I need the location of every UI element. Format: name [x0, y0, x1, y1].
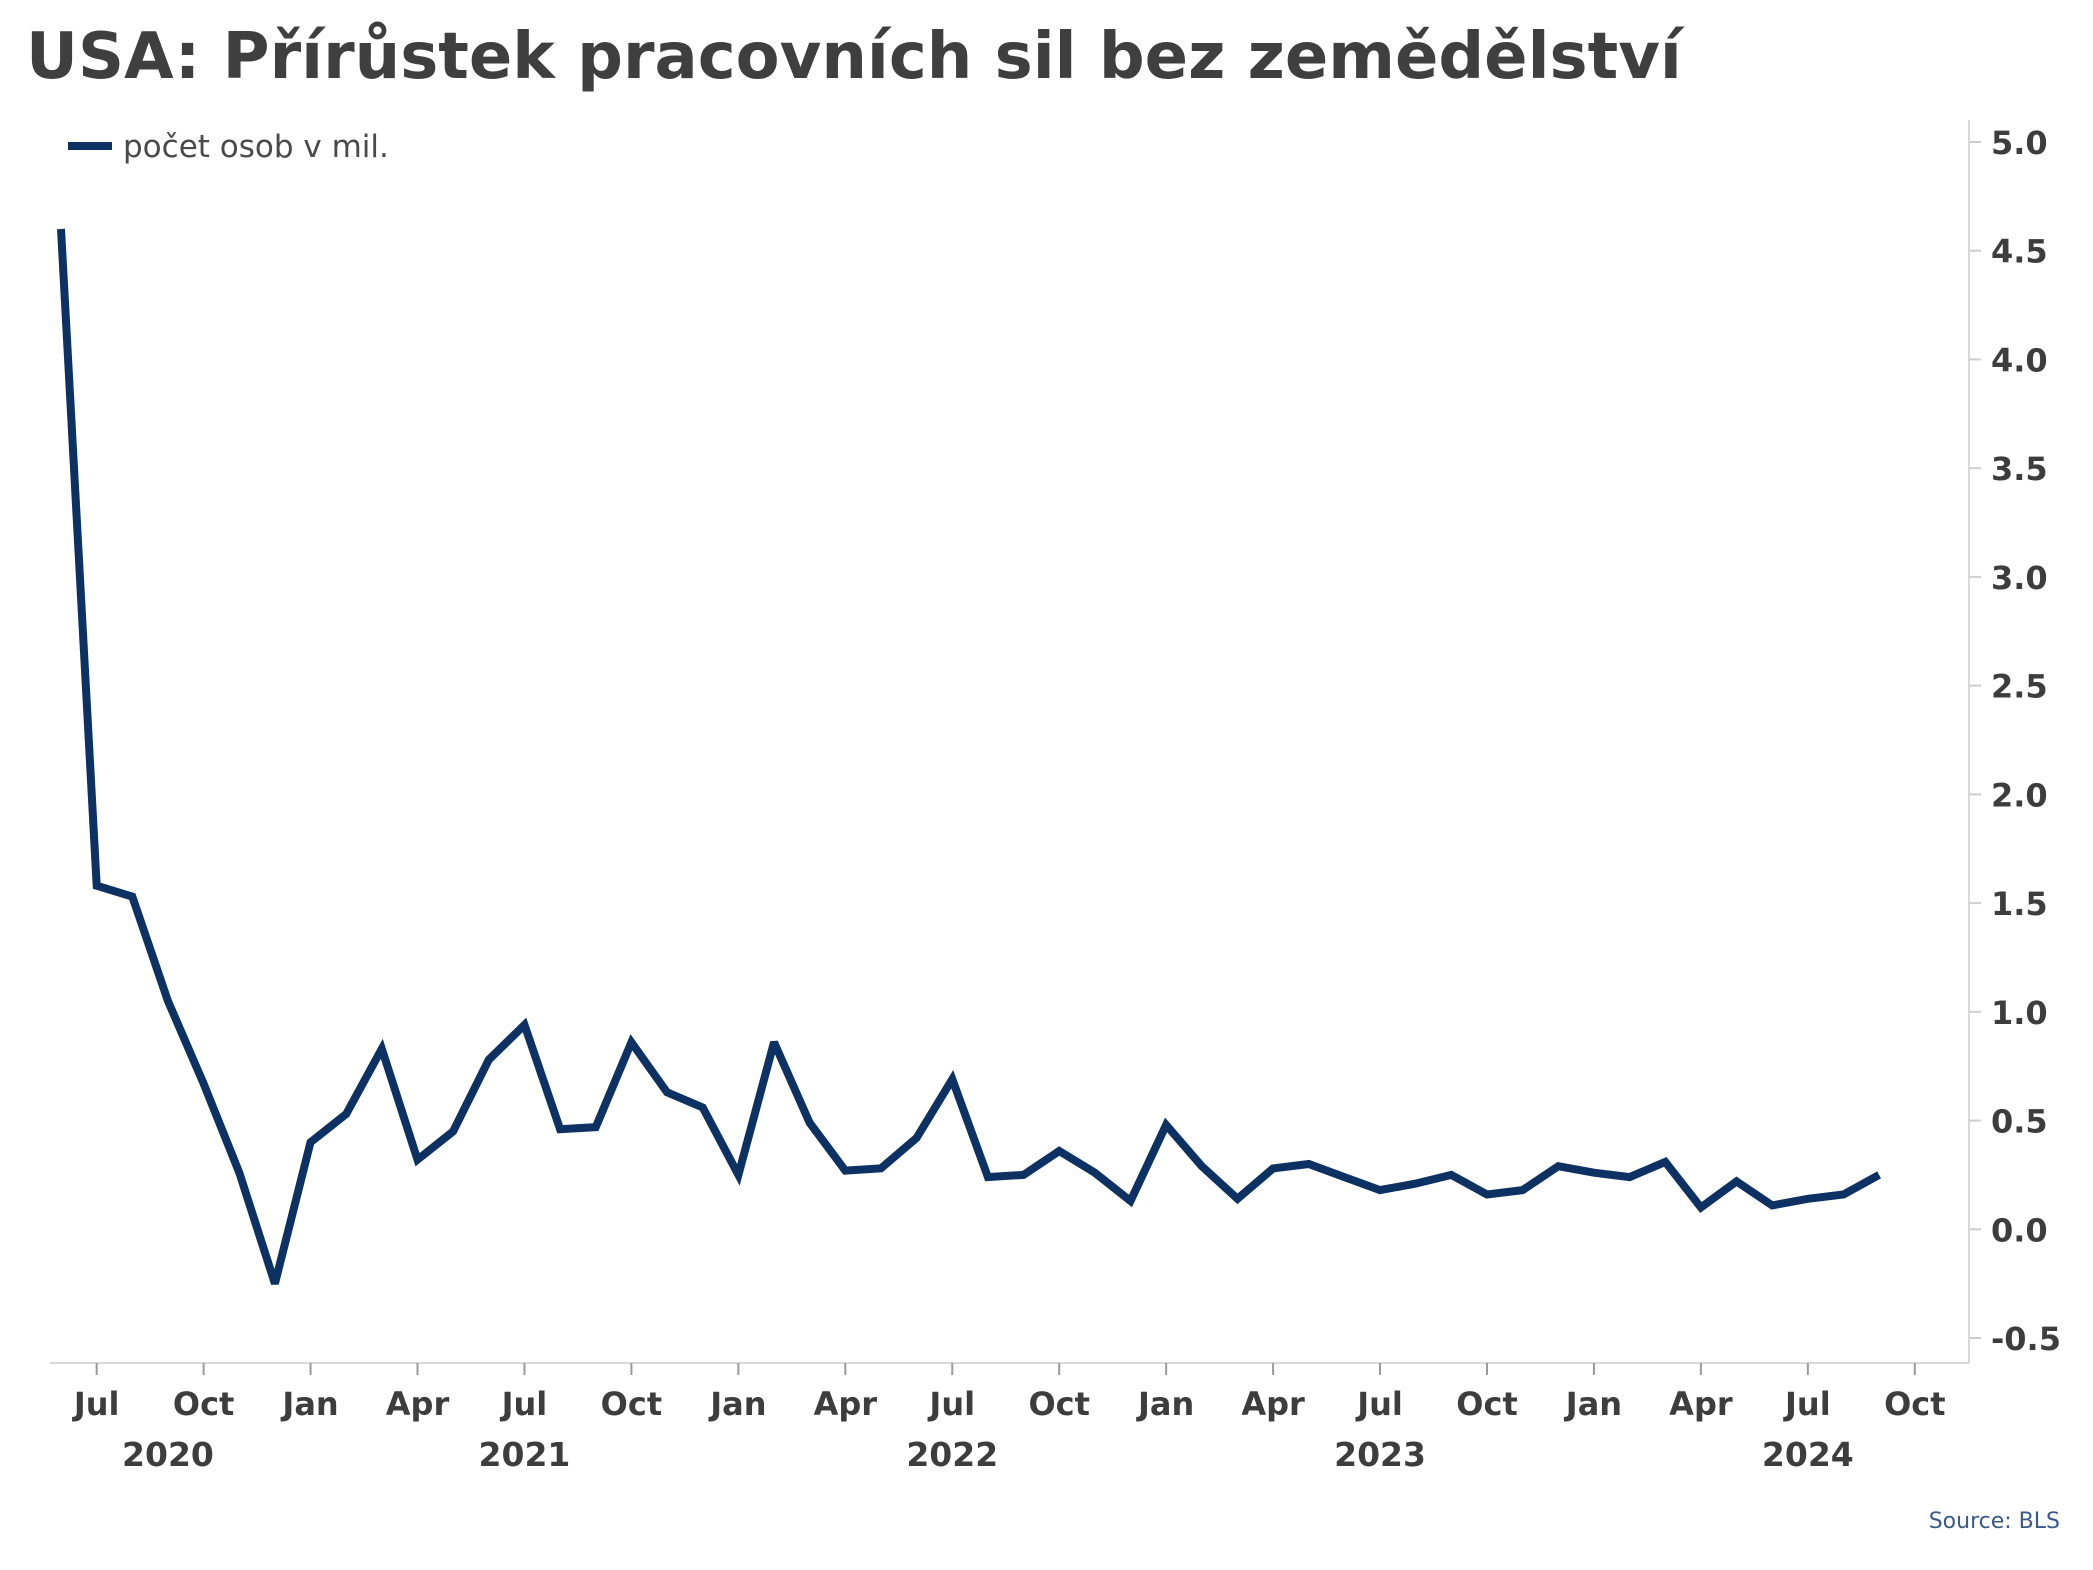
x-tick-label: Oct	[173, 1385, 234, 1423]
x-tick-label: Jan	[708, 1385, 766, 1423]
axes	[50, 120, 1970, 1364]
x-tick-label: Jul	[927, 1385, 975, 1423]
legend-label: počet osob v mil.	[123, 129, 389, 165]
x-tick-label: Jul	[1355, 1385, 1403, 1423]
x-tick-label: Jan	[280, 1385, 338, 1423]
x-ticks: Jul Oct Jan Apr Jul Oct Jan Apr Jul Oct Jan Apr Jul O…	[72, 1363, 1946, 1423]
chart-title: USA: Přírůstek pracovních sil bez zemědě…	[26, 20, 1682, 94]
x-year-label: 2023	[1334, 1435, 1426, 1474]
legend: počet osob v mil.	[68, 129, 389, 165]
y-tick-label: -0.5	[1991, 1320, 2061, 1358]
x-tick-label: Apr	[814, 1385, 878, 1423]
y-tick-label: 3.5	[1991, 450, 2048, 488]
x-tick-label: Oct	[601, 1385, 662, 1423]
x-tick-label: Oct	[1456, 1385, 1517, 1423]
x-tick-label: Apr	[1669, 1385, 1733, 1423]
y-ticks: 5.0 4.5 4.0 3.5 3.0 2.5 2.0 1.5 1.0 0.5 0.0 -0.5	[1969, 124, 2061, 1358]
year-labels: 2020 2021 2022 2023 2024	[122, 1435, 1854, 1474]
series-line	[57, 228, 1882, 1285]
y-tick-label: 3.0	[1991, 559, 2048, 597]
x-year-label: 2021	[479, 1435, 571, 1474]
x-tick-label: Jul	[500, 1385, 548, 1423]
y-tick-label: 1.5	[1991, 885, 2048, 923]
x-year-label: 2022	[906, 1435, 998, 1474]
x-year-label: 2024	[1762, 1435, 1854, 1474]
y-tick-label: 0.0	[1991, 1211, 2048, 1249]
y-tick-label: 2.5	[1991, 668, 2048, 706]
y-tick-label: 4.5	[1991, 233, 2048, 271]
source-note: Source: BLS	[1929, 1509, 2060, 1534]
y-tick-label: 0.5	[1991, 1103, 2048, 1141]
y-tick-label: 5.0	[1991, 124, 2048, 162]
series-layer	[57, 228, 1882, 1285]
y-tick-label: 2.0	[1991, 776, 2048, 814]
x-tick-label: Apr	[386, 1385, 450, 1423]
y-tick-label: 4.0	[1991, 341, 2048, 379]
x-year-label: 2020	[122, 1435, 214, 1474]
x-tick-label: Oct	[1884, 1385, 1945, 1423]
y-tick-label: 1.0	[1991, 994, 2048, 1032]
x-tick-label: Jan	[1136, 1385, 1194, 1423]
x-tick-label: Apr	[1241, 1385, 1305, 1423]
x-tick-label: Jul	[72, 1385, 120, 1423]
x-tick-label: Oct	[1028, 1385, 1089, 1423]
x-tick-label: Jan	[1564, 1385, 1622, 1423]
x-tick-label: Jul	[1783, 1385, 1831, 1423]
